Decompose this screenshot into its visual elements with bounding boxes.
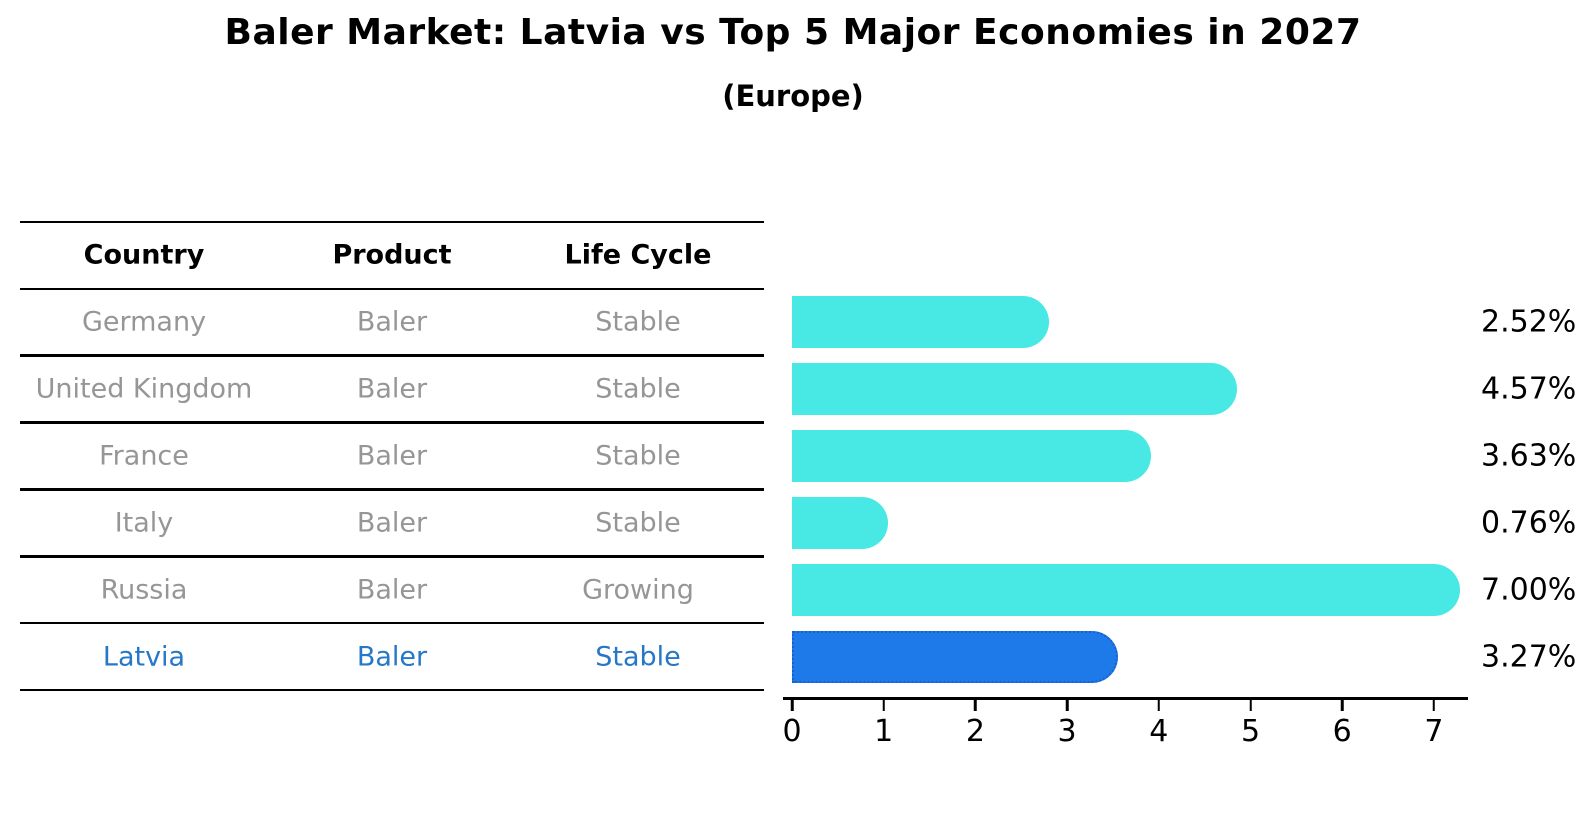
table-rule — [20, 220, 764, 224]
table-cell-life-cycle: Stable — [595, 440, 681, 472]
x-tick-label: 6 — [1332, 714, 1352, 749]
x-tick-label: 5 — [1240, 714, 1261, 749]
value-label: 0.76% — [1481, 505, 1577, 541]
x-tick — [974, 700, 977, 711]
value-label: 7.00% — [1481, 572, 1577, 608]
table-cell-country: Latvia — [102, 641, 186, 673]
table-cell-life-cycle: Growing — [582, 574, 694, 606]
table-cell-product: Baler — [356, 574, 428, 606]
x-axis-line — [783, 697, 1468, 700]
x-tick-label: 1 — [874, 714, 894, 749]
x-tick-label: 7 — [1424, 714, 1444, 749]
table-cell-product: Baler — [356, 373, 428, 405]
bar-germany — [792, 296, 1050, 349]
table-rule — [20, 488, 764, 491]
x-tick-label: 2 — [965, 714, 985, 749]
chart-title: Baler Market: Latvia vs Top 5 Major Econ… — [224, 12, 1362, 53]
bar-russia — [792, 563, 1460, 616]
table-cell-country: United Kingdom — [35, 373, 253, 405]
x-tick-label: 3 — [1057, 714, 1077, 749]
table-rule — [20, 354, 764, 357]
x-tick — [1157, 700, 1161, 711]
table-cell-country: France — [99, 440, 189, 472]
bar-latvia-highlighted — [792, 630, 1118, 683]
x-tick — [882, 700, 885, 711]
table-rule — [20, 621, 764, 625]
x-tick — [1249, 700, 1252, 711]
x-tick — [1432, 700, 1436, 711]
bar-france — [792, 430, 1151, 482]
value-label: 4.57% — [1481, 371, 1577, 407]
table-cell-country: Russia — [100, 574, 188, 606]
table-cell-product: Baler — [356, 507, 428, 539]
chart-subtitle: (Europe) — [722, 79, 864, 113]
x-tick — [1340, 700, 1344, 711]
value-label: 2.52% — [1481, 304, 1577, 340]
table-cell-life-cycle: Stable — [595, 373, 681, 405]
table-rule — [20, 688, 764, 692]
table-header-life-cycle: Life Cycle — [564, 239, 712, 271]
x-tick-label: 4 — [1149, 714, 1169, 749]
table-rule — [20, 555, 764, 558]
table-cell-product: Baler — [356, 641, 428, 673]
bar-united-kingdom — [792, 363, 1238, 416]
x-tick-label: 0 — [782, 714, 802, 749]
table-cell-life-cycle: Stable — [595, 507, 681, 539]
value-label: 3.63% — [1481, 438, 1577, 474]
table-rule — [20, 421, 764, 424]
table-cell-product: Baler — [356, 440, 428, 472]
table-header-product: Product — [332, 239, 452, 271]
bar-italy — [792, 496, 888, 549]
table-rule — [20, 287, 764, 291]
table-cell-life-cycle: Stable — [595, 306, 681, 338]
value-label: 3.27% — [1481, 639, 1577, 675]
table-cell-life-cycle: Stable — [595, 641, 681, 673]
x-tick — [1065, 700, 1069, 711]
x-tick — [790, 700, 794, 711]
table-cell-product: Baler — [356, 306, 428, 338]
table-cell-country: Italy — [114, 507, 174, 539]
table-cell-country: Germany — [81, 306, 207, 338]
table-header-country: Country — [83, 239, 205, 271]
